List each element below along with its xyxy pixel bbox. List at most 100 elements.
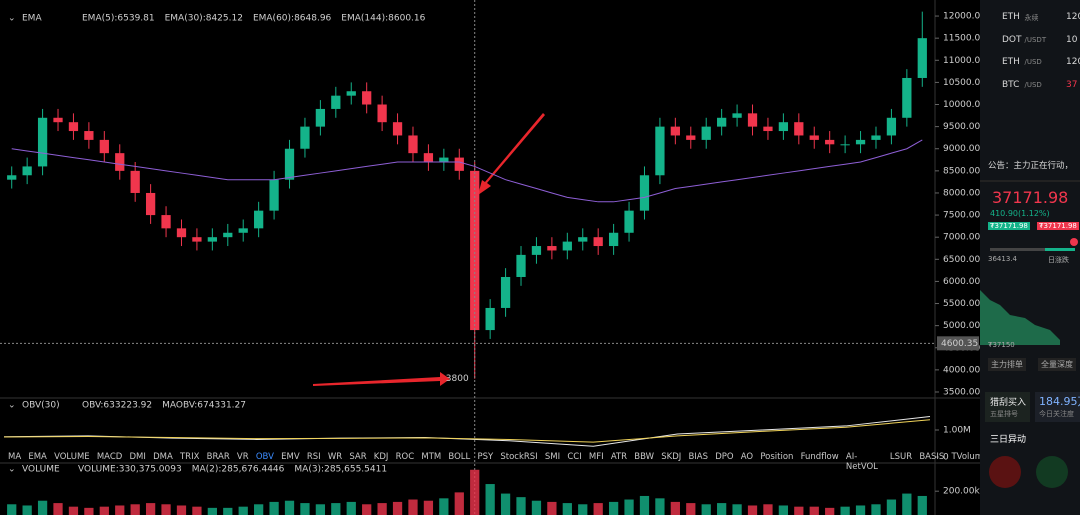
stat-box bbox=[985, 392, 1030, 422]
indicator-tab[interactable]: DPO bbox=[715, 452, 734, 462]
candle-body bbox=[454, 157, 464, 171]
indicator-tab[interactable]: MACD bbox=[96, 452, 123, 462]
indicator-tab[interactable]: VOLUME bbox=[54, 452, 90, 462]
volume-bar bbox=[670, 501, 680, 515]
indicator-tab[interactable]: PSY bbox=[477, 452, 494, 462]
volume-bar bbox=[223, 507, 233, 515]
y-tick-label: 6000.00 bbox=[943, 277, 980, 287]
volume-bar bbox=[470, 469, 480, 515]
volume-bar bbox=[37, 500, 48, 515]
indicator-tab[interactable]: SKDJ bbox=[661, 452, 682, 462]
volume-bar bbox=[315, 504, 326, 515]
indicator-tab[interactable]: AO bbox=[740, 452, 754, 462]
y-tick-label: 7500.00 bbox=[943, 211, 980, 221]
indicator-tab[interactable]: ROC bbox=[395, 452, 415, 462]
volume-bar bbox=[732, 504, 742, 515]
volume-bar bbox=[747, 505, 758, 515]
stat-sub: 今日关注度 bbox=[1039, 410, 1074, 418]
indicator-tab[interactable]: BIAS bbox=[688, 452, 709, 462]
volume-bar bbox=[624, 499, 634, 515]
volume-bar bbox=[53, 503, 63, 515]
indicator-tab[interactable]: LSUR bbox=[889, 452, 913, 462]
tab-button[interactable]: 主力排单 bbox=[988, 358, 1026, 371]
indicator-tab[interactable]: BASIS bbox=[919, 452, 945, 462]
volume-bar bbox=[639, 495, 650, 515]
candle-body bbox=[701, 126, 711, 140]
watch-symbol[interactable]: ETH bbox=[1002, 57, 1020, 67]
indicator-tab[interactable]: TRIX bbox=[179, 452, 200, 462]
candle-body bbox=[284, 148, 295, 180]
indicator-tab[interactable]: BRAR bbox=[206, 452, 230, 462]
indicator-tab[interactable]: VR bbox=[236, 452, 249, 462]
crosshair-label-bg bbox=[937, 336, 979, 351]
candle-body bbox=[7, 175, 17, 180]
indicator-tab[interactable]: RSI bbox=[306, 452, 321, 462]
indicator-label: MA(3):285,655.5411 bbox=[294, 465, 387, 475]
indicator-tab[interactable]: EMA bbox=[28, 452, 47, 462]
volume-bar bbox=[68, 506, 79, 515]
y-tick-label: 12000.00 bbox=[943, 12, 980, 22]
candle-body bbox=[470, 170, 480, 331]
volume-bar bbox=[717, 503, 727, 515]
indicator-tab[interactable]: ATR bbox=[610, 452, 628, 462]
indicator-tab[interactable]: MFI bbox=[588, 452, 604, 462]
panel-title: OBV(30) bbox=[22, 401, 60, 411]
indicator-tab[interactable]: BOLL bbox=[448, 452, 471, 462]
candle-body bbox=[686, 135, 696, 140]
indicator-tab[interactable]: EMV bbox=[281, 452, 300, 462]
volume-bar bbox=[423, 500, 434, 515]
volume-bar bbox=[145, 503, 156, 515]
volume-bar bbox=[254, 504, 264, 515]
stat-box bbox=[1035, 392, 1080, 422]
y-tick-label: 200.00k bbox=[943, 487, 980, 497]
volume-bar bbox=[331, 503, 341, 515]
y-tick-label: 8000.00 bbox=[943, 188, 980, 198]
indicator-tab[interactable]: KDJ bbox=[373, 452, 389, 462]
watch-price: 10 bbox=[1066, 34, 1078, 45]
candle-body bbox=[238, 228, 248, 233]
indicator-label: MAOBV:674331.27 bbox=[162, 401, 246, 411]
volume-bar bbox=[917, 495, 927, 515]
indicator-tab[interactable]: SAR bbox=[349, 452, 367, 462]
volume-bar bbox=[207, 507, 217, 515]
watch-symbol[interactable]: DOT bbox=[1002, 34, 1022, 45]
indicator-tab[interactable]: DMA bbox=[153, 452, 173, 462]
obv-line bbox=[3, 415, 931, 447]
volume-bar bbox=[115, 505, 125, 515]
candle-body bbox=[377, 104, 387, 123]
indicator-tab[interactable]: SMI bbox=[544, 452, 561, 462]
range-marker bbox=[1070, 238, 1078, 246]
indicator-tab[interactable]: BBW bbox=[634, 452, 655, 462]
stat-title: 猎刮买入 bbox=[990, 398, 1027, 408]
volume-bar bbox=[192, 506, 202, 515]
watch-symbol[interactable]: ETH bbox=[1002, 12, 1020, 22]
ema-line bbox=[11, 139, 923, 203]
stat-value: 184.95万 bbox=[1039, 395, 1080, 408]
indicator-tab[interactable]: StockRSI bbox=[500, 452, 538, 462]
indicator-label: VOLUME:330,375.0093 bbox=[78, 465, 182, 475]
indicator-tab[interactable]: AI-NetVOL bbox=[845, 452, 878, 472]
watch-symbol[interactable]: BTC bbox=[1002, 79, 1020, 90]
indicator-tab[interactable]: Fundflow bbox=[800, 452, 839, 462]
collapse-icon[interactable]: ⌄ bbox=[8, 465, 16, 475]
tab-button[interactable]: 全量深度 bbox=[1038, 358, 1076, 371]
indicator-tab[interactable]: TVolume bbox=[951, 452, 989, 462]
y-tick-label: 6500.00 bbox=[943, 255, 980, 265]
collapse-icon[interactable]: ⌄ bbox=[8, 14, 16, 24]
indicator-tab[interactable]: Position bbox=[760, 452, 794, 462]
indicator-tab[interactable]: MTM bbox=[421, 452, 442, 462]
indicator-tab[interactable]: DMI bbox=[129, 452, 146, 462]
indicator-tab[interactable]: MA bbox=[8, 452, 22, 462]
volume-bar bbox=[686, 503, 696, 515]
indicator-tab[interactable]: WR bbox=[327, 452, 343, 462]
candle-body bbox=[223, 232, 233, 238]
volume-bar bbox=[392, 501, 403, 515]
day-low: 36413.4 bbox=[988, 255, 1017, 263]
y-tick-label: 10000.00 bbox=[943, 100, 980, 110]
candle-body bbox=[192, 237, 202, 242]
indicator-tab[interactable]: CCI bbox=[567, 452, 582, 462]
volume-bar bbox=[269, 501, 279, 515]
collapse-icon[interactable]: ⌄ bbox=[8, 401, 16, 411]
indicator-tab[interactable]: OBV bbox=[255, 452, 274, 462]
